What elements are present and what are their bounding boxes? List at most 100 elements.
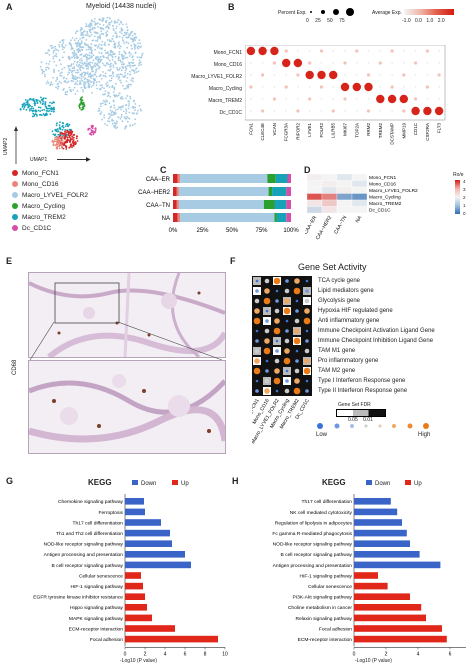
umap-point — [79, 64, 81, 67]
kegg-g-marks: Chemokine signaling pathway Ferroptosis Th… — [33, 494, 228, 657]
umap-point — [119, 60, 122, 63]
dotplot-dot — [438, 86, 441, 88]
dotplot-dot — [261, 109, 265, 113]
umap-point — [57, 133, 60, 136]
umap-point — [104, 90, 107, 92]
umap-point — [119, 96, 122, 99]
scale-high-label: High — [418, 432, 431, 438]
umap-point — [47, 82, 50, 84]
umap-point — [141, 54, 144, 57]
umap-point — [73, 67, 75, 70]
dotplot-frame — [245, 45, 446, 121]
umap-point — [65, 148, 68, 150]
umap-point — [88, 35, 91, 38]
umap-point — [105, 34, 108, 37]
umap-point — [86, 56, 89, 59]
umap-point — [110, 40, 113, 43]
umap-point — [134, 39, 137, 42]
umap-point — [69, 43, 72, 45]
dotplot-dot — [379, 50, 382, 52]
umap-point — [113, 125, 116, 127]
umap-point — [107, 91, 109, 94]
umap-point — [134, 36, 136, 39]
panel-d-label: D — [304, 165, 311, 175]
umap-point — [28, 103, 31, 106]
umap-point — [124, 56, 127, 59]
umap-point — [92, 70, 94, 73]
umap-point — [61, 133, 63, 135]
umap-point — [96, 31, 98, 34]
umap-point — [47, 110, 49, 113]
umap-point — [75, 53, 78, 56]
umap-point — [73, 54, 76, 57]
umap-point — [78, 42, 81, 45]
dotplot-dot — [402, 86, 405, 88]
umap-point — [62, 126, 65, 129]
legend-swatch — [12, 214, 18, 221]
umap-point — [58, 59, 61, 61]
umap-point — [131, 47, 133, 50]
umap-point — [134, 106, 137, 109]
umap-point — [136, 56, 139, 58]
gene-set-label: TCA cycle gene — [318, 278, 361, 284]
umap-point — [90, 66, 92, 68]
umap-point — [111, 51, 114, 53]
umap-point — [117, 19, 120, 21]
activity-dot — [295, 309, 299, 313]
kegg-bar — [354, 498, 391, 505]
umap-point — [100, 111, 103, 113]
umap-point — [75, 78, 77, 81]
umap-point — [90, 28, 93, 31]
umap-point — [58, 127, 61, 130]
umap-point — [96, 46, 99, 49]
umap-point — [88, 52, 91, 54]
umap-point — [83, 82, 85, 85]
kegg-bar — [125, 614, 152, 622]
umap-point — [125, 36, 128, 39]
umap-point — [47, 49, 50, 51]
heatmap-cell — [336, 186, 353, 194]
activity-dot — [305, 289, 309, 293]
umap-point — [104, 41, 106, 44]
umap-point — [59, 72, 62, 75]
umap-point — [59, 140, 62, 143]
umap-point — [123, 50, 126, 53]
umap-point — [125, 33, 128, 36]
umap-point — [67, 132, 70, 135]
umap-point — [106, 30, 109, 33]
umap-point — [110, 105, 113, 108]
proportion-x-tick: 25% — [196, 228, 209, 234]
umap-point — [58, 44, 60, 46]
umap-point — [45, 109, 48, 112]
dotplot-dot — [414, 74, 417, 76]
umap-point — [108, 23, 111, 26]
umap-point — [84, 34, 87, 36]
umap-point — [72, 53, 75, 55]
umap-point — [71, 70, 74, 72]
roe-legend-bar — [455, 180, 460, 214]
umap-point — [98, 58, 101, 61]
up-swatch — [405, 480, 411, 485]
kegg-pathway-label: Chemokine signaling pathway — [58, 499, 124, 505]
dotplot-dot — [343, 97, 347, 101]
dotplot-gene-label: TOP2A — [354, 123, 359, 138]
umap-point — [71, 73, 74, 76]
umap-point — [128, 117, 131, 120]
umap-point — [100, 52, 103, 54]
kegg-pathway-label: Fc gamma R-mediated phagocytosis — [272, 531, 352, 537]
activity-dot — [283, 357, 291, 365]
umap-point — [132, 70, 135, 73]
kegg-pathway-label: Hippo signaling pathway — [70, 605, 124, 611]
panel-f-label: F — [230, 256, 236, 266]
up-swatch — [172, 480, 178, 485]
umap-point — [81, 46, 84, 48]
umap-point — [54, 54, 56, 57]
umap-point — [46, 52, 49, 54]
activity-dot — [265, 319, 269, 323]
heatmap-cell — [321, 186, 338, 194]
legend-swatch — [12, 181, 18, 188]
umap-point — [116, 75, 118, 78]
umap-point — [82, 88, 84, 91]
panel-g-label: G — [6, 476, 14, 486]
legend-swatch — [12, 192, 18, 199]
